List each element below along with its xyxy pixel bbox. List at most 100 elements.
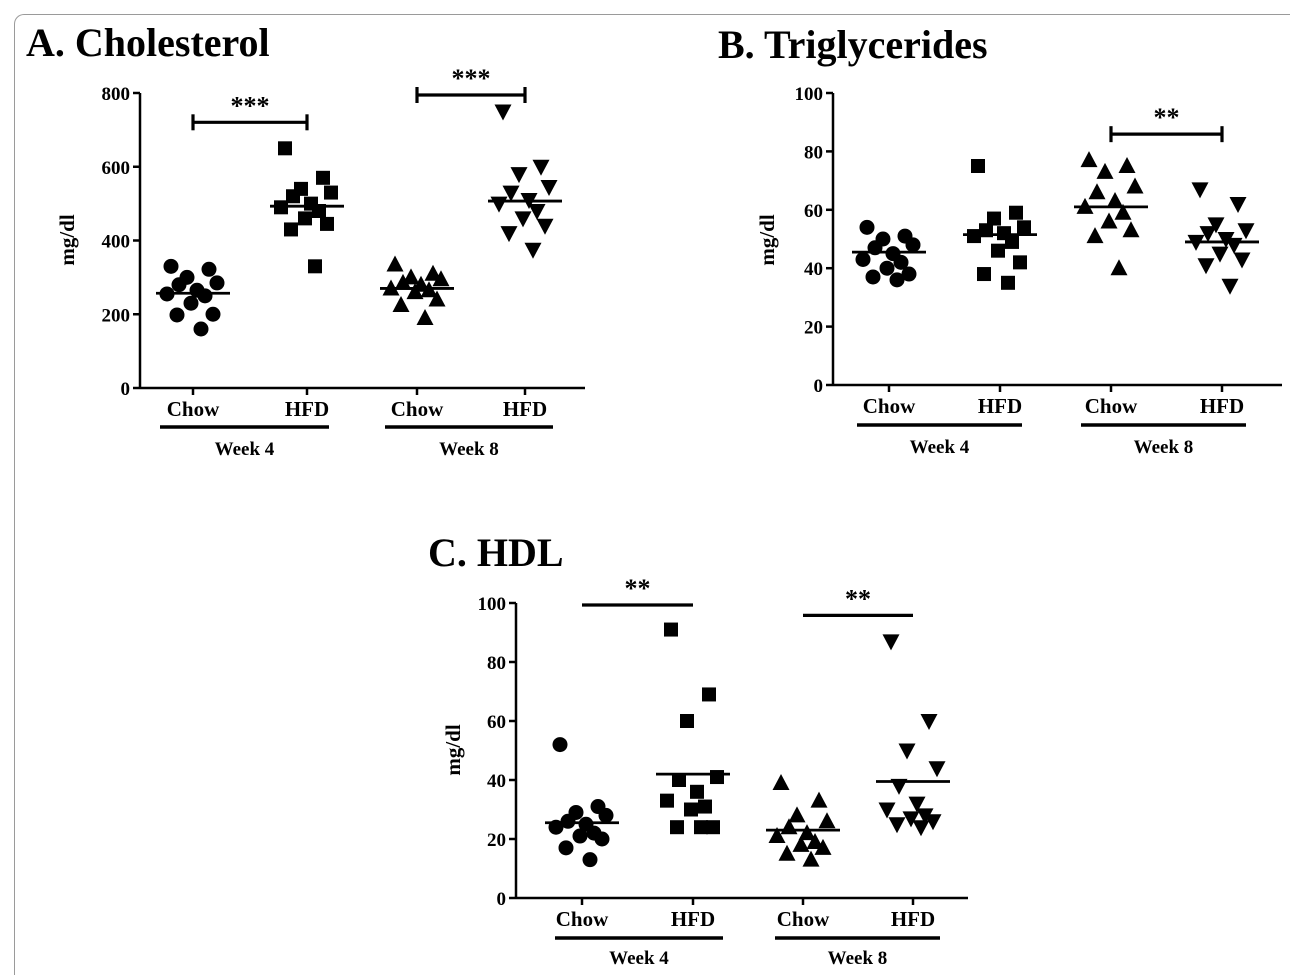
data-point [394,273,412,290]
y-tick-label: 800 [102,84,131,105]
data-point [1013,255,1027,270]
data-point [788,806,806,823]
data-point [1217,232,1235,248]
data-point [502,185,520,202]
data-point [1207,217,1225,234]
data-point [987,211,1001,226]
data-point [514,211,532,228]
significance-bracket: ** [582,574,693,607]
data-point [171,277,187,293]
group-label: Week 4 [215,439,275,460]
data-point [710,770,724,785]
data-point [308,259,322,274]
chart-panel-2: B. Triglycerides 0 20 40 60 80 100 mg/dl Chow HFD… [718,22,1282,458]
data-point [818,812,836,829]
data-point [416,308,434,325]
data-point [582,852,598,868]
group-label: Week 8 [828,948,888,967]
series-2 [270,141,344,274]
y-tick-label: 0 [814,376,824,397]
series-4 [1185,182,1259,295]
data-point [432,270,450,287]
data-point [528,204,546,220]
data-point [163,258,179,274]
data-point [879,260,895,276]
data-point [1233,252,1251,269]
data-point [183,295,199,311]
x-category-label: HFD [503,397,547,421]
y-tick-label: 40 [804,259,823,280]
chart-panel-1: A. Cholesterol 0 200 400 600 800 mg/dl Chow HFD C… [26,20,585,460]
data-point [814,838,832,855]
data-point [1199,226,1217,243]
data-point [524,242,542,259]
chart-title: C. HDL [428,530,564,575]
data-point [916,808,934,825]
data-point [386,255,404,272]
data-point [1088,183,1106,200]
series-4 [488,104,562,259]
series-3 [766,773,840,867]
data-point [882,634,900,651]
series-3 [1074,151,1148,276]
data-point [536,218,554,235]
data-point [510,167,528,184]
data-point [768,827,786,844]
data-point [560,813,576,829]
data-point [967,229,981,244]
data-point [1191,182,1209,199]
significance-label: ** [845,584,871,613]
data-point [670,820,684,835]
data-point [1229,196,1247,213]
figure-frame [14,14,1290,975]
x-category-label: HFD [671,907,715,931]
data-point [1221,278,1239,295]
data-point [558,840,574,856]
series-1 [852,219,926,288]
significance-label: ** [625,574,651,603]
x-category-label: HFD [978,394,1022,418]
y-tick-label: 600 [102,158,131,179]
data-point [406,283,424,300]
data-point [1122,221,1140,238]
y-axis-label: mg/dl [441,724,465,776]
x-category-label: Chow [391,397,444,421]
x-category-label: HFD [285,397,329,421]
data-point [928,761,946,778]
data-point [664,622,678,637]
data-point [810,791,828,808]
series-1 [156,258,230,337]
data-point [316,170,330,185]
significance-bracket: *** [191,91,309,131]
x-category-label: Chow [1085,394,1138,418]
series-3 [380,255,454,325]
data-point [1009,205,1023,220]
series-1 [545,737,619,868]
x-category-label: Chow [777,907,830,931]
data-point [572,828,588,844]
data-point [912,820,930,837]
data-point [902,811,920,828]
x-category-label: Chow [167,397,220,421]
data-point [298,211,312,226]
data-point [1106,192,1124,209]
data-point [680,714,694,728]
data-point [898,743,916,760]
data-point [205,306,221,322]
data-point [594,831,610,847]
data-point [889,272,905,288]
y-tick-label: 200 [102,305,131,326]
y-tick-label: 60 [804,201,823,222]
data-point [806,832,824,849]
data-point [890,778,908,795]
significance-label: *** [452,64,491,93]
data-point [1001,275,1015,290]
data-point [971,159,985,173]
x-category-label: HFD [1200,394,1244,418]
y-tick-label: 60 [487,712,506,733]
data-point [698,799,712,814]
y-tick-label: 20 [487,830,506,851]
y-tick-label: 40 [487,771,506,792]
data-point [424,264,442,281]
data-point [1086,227,1104,244]
